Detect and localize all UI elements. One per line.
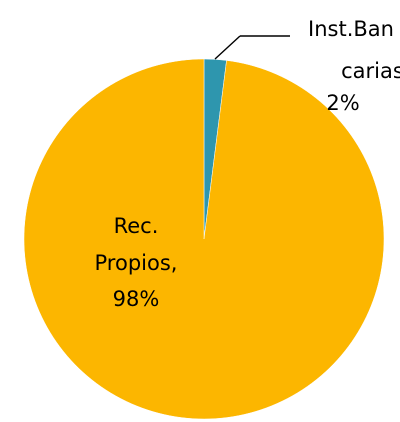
slice-label-propios-line3: 98% (113, 287, 160, 311)
slice-label-bancarias-line3: 2% (326, 91, 359, 115)
slice-label-propios-line1: Rec. (114, 214, 159, 238)
slice-label-propios-line2: Propios, (95, 251, 178, 275)
pie-slice-rec-propios (23, 58, 385, 420)
slice-label-bancarias-line1: Inst.Ban (308, 17, 394, 41)
leader-line (214, 35, 241, 60)
pie-slices (23, 58, 385, 420)
slice-label-bancarias-line2: carias; (341, 59, 400, 83)
